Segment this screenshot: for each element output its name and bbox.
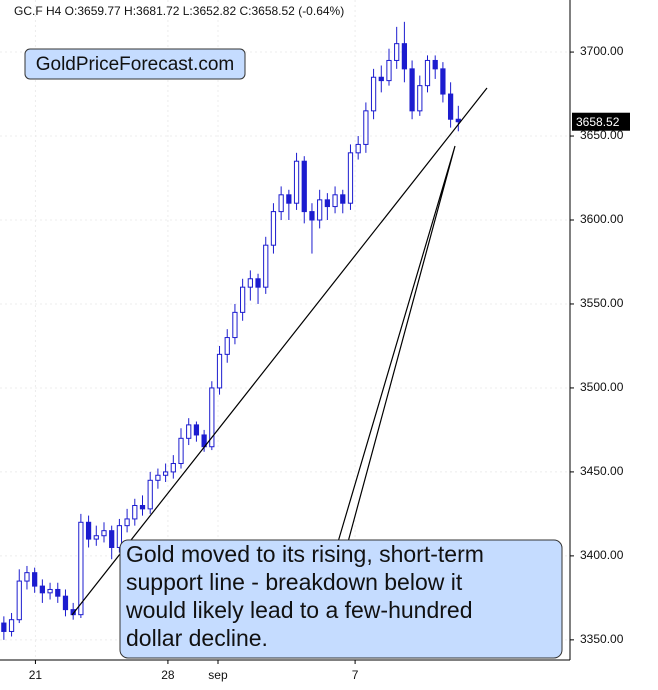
candle-body — [447, 93, 454, 120]
watermark-box — [24, 48, 246, 80]
candle-body — [324, 199, 330, 208]
candle-body — [178, 437, 184, 465]
candle-body — [278, 194, 284, 213]
annotation-line: support line - breakdown below it — [126, 569, 463, 595]
candle-body — [378, 76, 384, 82]
candle-body — [240, 286, 246, 313]
annotation-line: would likely lead to a few-hundred — [125, 597, 472, 623]
candle-body — [85, 521, 92, 540]
candles — [1, 21, 461, 640]
callout-box — [119, 539, 563, 659]
watermark: GoldPriceForecast.com — [36, 54, 235, 75]
annotation-line: dollar decline. — [126, 625, 268, 651]
candle-body — [155, 474, 161, 481]
candle-body — [409, 68, 415, 112]
candle-body — [432, 59, 438, 70]
candle-body — [370, 76, 377, 112]
candle-body — [317, 199, 323, 221]
y-tick-label: 3450.00 — [580, 464, 624, 478]
candle-body — [355, 143, 361, 154]
candle-body — [363, 110, 369, 145]
candle-body — [93, 535, 99, 540]
last-price: 3658.52 — [576, 115, 620, 129]
header: GC.F H4 O:3659.77 H:3681.72 L:3652.82 C:… — [14, 4, 344, 18]
support-line — [71, 87, 488, 616]
y-tick-label: 3500.00 — [580, 380, 624, 394]
candle-body — [109, 530, 115, 548]
candle-body — [247, 278, 253, 288]
candle-body — [209, 387, 215, 448]
candle-body — [124, 518, 130, 527]
candle-body — [224, 337, 230, 355]
candle-body — [162, 471, 169, 476]
candle-body — [270, 211, 277, 246]
candle-body — [216, 353, 223, 389]
candle-body — [424, 59, 431, 87]
candle-body — [394, 43, 400, 61]
candle-body — [255, 278, 261, 288]
candle-body — [417, 85, 423, 112]
x-tick-label: sep — [208, 668, 228, 682]
candle-body — [16, 580, 22, 621]
y-tick-label: 3600.00 — [580, 212, 624, 226]
last-price-box — [572, 112, 630, 131]
candle-body — [47, 588, 53, 594]
y-tick-label: 3700.00 — [580, 44, 624, 58]
candle-body — [170, 463, 176, 473]
candle-body — [70, 609, 76, 616]
annotation-line: Gold moved to its rising, short-term — [126, 541, 484, 567]
y-tick-label: 3550.00 — [580, 296, 624, 310]
candle-body — [309, 211, 315, 221]
y-tick-label: 3650.00 — [580, 128, 624, 142]
candle-body — [401, 43, 408, 70]
candle-body — [386, 59, 392, 82]
candle-body — [39, 585, 45, 594]
candle-body — [101, 530, 107, 537]
x-tick-label: 21 — [29, 668, 43, 682]
candle-body — [286, 194, 292, 204]
candle-body — [455, 118, 461, 123]
candle-body — [8, 619, 15, 632]
candle-body — [347, 152, 354, 204]
candle-body — [293, 160, 300, 204]
candle-body — [301, 160, 307, 213]
candle-body — [340, 194, 346, 204]
candle-body — [440, 68, 446, 95]
candle-body — [186, 424, 192, 439]
candle-body — [132, 504, 138, 520]
y-tick-label: 3400.00 — [580, 548, 624, 562]
candle-body — [24, 572, 30, 582]
x-tick-label: 28 — [161, 668, 175, 682]
candle-body — [32, 572, 38, 587]
candle-body — [232, 311, 238, 339]
candle-body — [55, 588, 61, 597]
candle-body — [1, 622, 7, 632]
y-tick-label: 3350.00 — [580, 632, 624, 646]
x-tick-label: 7 — [352, 668, 359, 682]
candle-body — [139, 504, 146, 510]
candle-body — [332, 194, 338, 208]
candle-body — [263, 244, 269, 288]
candle-body — [147, 479, 153, 510]
candle-body — [62, 595, 69, 611]
annotation: Gold moved to its rising, short-termsupp… — [125, 541, 484, 651]
candle-body — [116, 525, 123, 548]
candle-body — [78, 521, 84, 616]
candle-body — [193, 424, 200, 436]
